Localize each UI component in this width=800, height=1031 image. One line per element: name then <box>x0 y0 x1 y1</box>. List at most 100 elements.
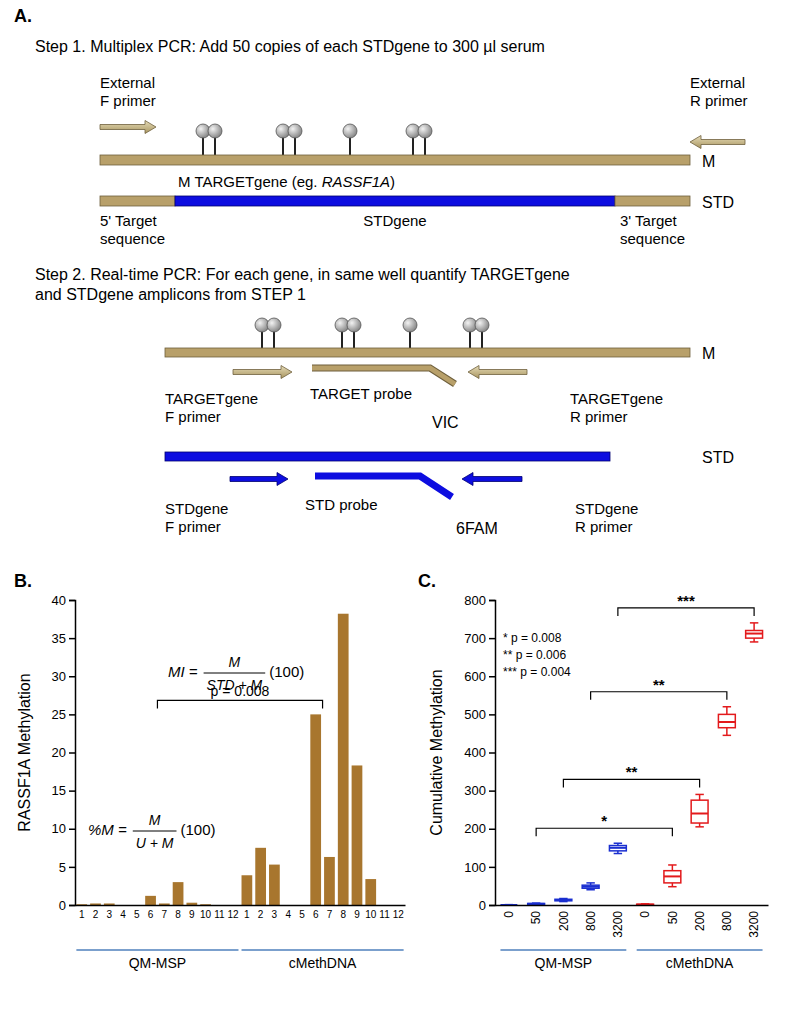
x-tick-label: 50 <box>529 911 543 925</box>
box <box>555 899 572 902</box>
x-tick: 3 <box>106 905 112 920</box>
panel-b: B.05101520253035401234567891011121234567… <box>14 571 406 971</box>
whisker-cap-min <box>695 826 703 828</box>
x-tick-label: 12 <box>228 909 240 920</box>
external-f-arrow <box>100 121 156 134</box>
std-f-arrow <box>230 473 288 486</box>
bar <box>255 848 266 905</box>
x-tick: 6 <box>148 905 154 920</box>
figure-container: A.Step 1. Multiplex PCR: Add 50 copies o… <box>0 0 800 1031</box>
box <box>718 707 735 736</box>
methyl-stem <box>409 331 411 348</box>
y-tick: 40 <box>52 593 75 608</box>
m-strand <box>100 155 690 165</box>
x-tick-label: 800 <box>584 911 598 931</box>
region-label: sequence <box>620 230 685 247</box>
box <box>691 794 708 826</box>
y-tick-label: 0 <box>479 898 486 913</box>
formula-denominator: STD + M <box>207 677 263 693</box>
x-tick: 1 <box>244 905 250 920</box>
box-body <box>555 899 572 901</box>
y-axis-line <box>69 601 76 906</box>
median <box>528 903 545 905</box>
whisker-cap-min <box>750 641 758 643</box>
bar <box>338 614 349 905</box>
boxes <box>500 623 762 905</box>
x-tick-label: 9 <box>354 909 360 920</box>
methyl-stem <box>294 137 296 155</box>
strand-label: STD <box>702 449 734 466</box>
bar <box>352 765 363 905</box>
strand-label: STD <box>702 194 734 211</box>
methyl-stem <box>353 331 355 348</box>
formula-lhs: %M = <box>88 821 127 838</box>
median <box>555 899 572 901</box>
y-tick: 400 <box>464 745 495 760</box>
x-tick: 50 <box>666 905 680 924</box>
p-value: * p = 0.008 <box>503 631 562 645</box>
whisker-cap-min <box>586 889 594 891</box>
dye-label: VIC <box>432 414 459 431</box>
methyl-site <box>418 124 432 138</box>
target-label-part: M TARGETgene (eg. <box>178 173 322 190</box>
x-tick: 2 <box>258 905 264 920</box>
x-tick: 3200 <box>611 905 625 938</box>
x-tick: 800 <box>720 905 734 931</box>
significance-label: * <box>601 812 607 829</box>
y-tick-mark <box>489 752 495 754</box>
y-tick-label: 20 <box>52 745 66 760</box>
y-axis-title: RASSF1A Methylation <box>16 673 33 831</box>
target-r-arrow <box>468 366 527 379</box>
x-tick: 5 <box>299 905 305 920</box>
std-r-arrow <box>462 473 522 486</box>
bar <box>242 875 253 905</box>
x-tick: 10 <box>365 905 377 920</box>
whisker-cap-max <box>750 622 758 624</box>
methyl-stem <box>214 137 216 155</box>
y-tick: 10 <box>52 821 75 836</box>
group-line <box>500 949 626 951</box>
target-label-part: RASSF1A <box>322 173 390 190</box>
median <box>664 875 681 877</box>
y-tick: 0 <box>59 898 75 913</box>
y-tick: 700 <box>464 631 495 646</box>
formula-factor: (100) <box>269 663 304 680</box>
y-tick-mark <box>69 676 75 678</box>
y-tick: 5 <box>59 860 75 875</box>
x-tick: 7 <box>162 905 168 920</box>
group-label: cMethDNA <box>289 955 357 971</box>
x-tick: 200 <box>557 905 571 931</box>
box <box>582 883 599 890</box>
y-tick-mark <box>69 714 75 716</box>
methyl-site <box>343 124 357 138</box>
external-r-arrow <box>690 136 745 149</box>
panel-c: C.01002003004005006007008000502008003200… <box>418 571 769 971</box>
y-tick-mark <box>69 829 75 831</box>
y-tick-label: 400 <box>464 745 486 760</box>
y-tick-label: 10 <box>52 821 66 836</box>
x-tick-label: 7 <box>327 909 333 920</box>
x-tick: 4 <box>120 905 126 920</box>
y-tick: 30 <box>52 669 75 684</box>
methyl-site <box>347 318 361 332</box>
primer-label: R primer <box>575 518 633 535</box>
formula-denominator: U + M <box>136 835 174 851</box>
x-tick-label: 4 <box>285 909 291 920</box>
x-tick-label: 10 <box>365 909 377 920</box>
target-label: M TARGETgene (eg. RASSF1A) <box>178 173 395 190</box>
group-line <box>242 949 404 951</box>
fraction-line <box>133 831 177 832</box>
whisker-cap-min <box>668 886 676 888</box>
box-body <box>664 871 681 883</box>
x-tick-label: 4 <box>120 909 126 920</box>
y-tick-label: 100 <box>464 860 486 875</box>
y-tick-mark <box>489 829 495 831</box>
y-tick: 300 <box>464 783 495 798</box>
x-tick: 8 <box>175 905 181 920</box>
box <box>609 843 626 853</box>
whisker-cap-max <box>695 794 703 796</box>
bar <box>186 903 197 905</box>
primer-label: F primer <box>165 518 221 535</box>
y-tick: 0 <box>479 898 495 913</box>
methyl-stem <box>424 137 426 155</box>
